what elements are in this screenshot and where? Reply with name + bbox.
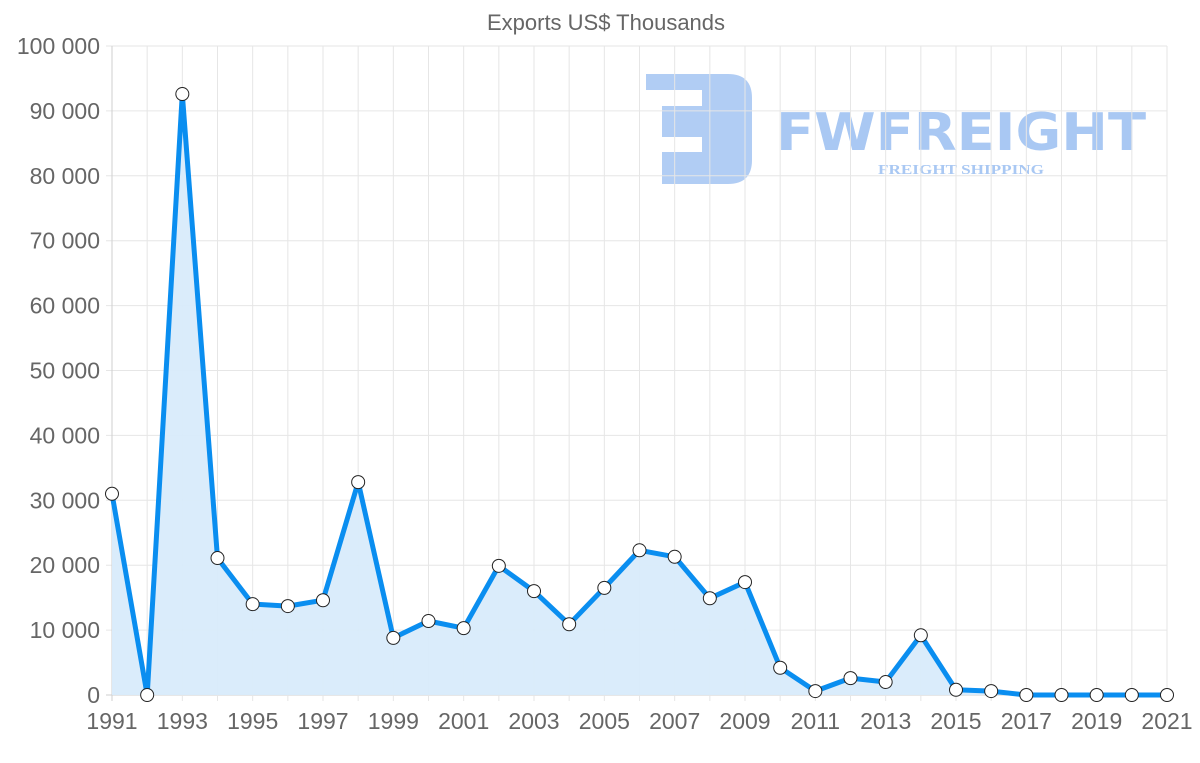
data-point-2001[interactable] [456, 621, 471, 636]
x-tick-label: 1999 [368, 708, 419, 734]
y-axis-labels: 0 10 000 20 000 30 000 40 000 50 000 60 000 70 … [17, 33, 100, 708]
data-point-1991[interactable] [105, 486, 119, 501]
data-point-1996[interactable] [280, 599, 295, 614]
data-point-2012[interactable] [843, 671, 858, 686]
fwfreight-watermark: FWFREIGHT FREIGHT SHIPPING [646, 74, 1147, 184]
data-points [105, 87, 1174, 702]
data-point-2011[interactable] [808, 684, 823, 699]
data-point-2010[interactable] [773, 660, 788, 675]
y-tick-label: 20 000 [30, 552, 100, 578]
data-point-2017[interactable] [1019, 688, 1034, 702]
data-point-2014[interactable] [913, 628, 928, 643]
watermark-brand: FWFREIGHT [776, 103, 1147, 163]
x-tick-label: 2005 [579, 708, 630, 734]
y-tick-label: 30 000 [30, 487, 100, 513]
y-tick-label: 90 000 [30, 98, 100, 124]
x-tick-label: 2015 [930, 708, 981, 734]
data-point-2019[interactable] [1089, 688, 1104, 702]
y-tick-label: 50 000 [30, 358, 100, 384]
data-point-1999[interactable] [386, 630, 401, 645]
y-tick-label: 10 000 [30, 617, 100, 643]
x-tick-label: 2019 [1071, 708, 1122, 734]
x-tick-label: 2009 [719, 708, 770, 734]
data-point-1993[interactable] [175, 87, 190, 102]
data-point-2009[interactable] [738, 575, 752, 590]
x-tick-label: 2001 [438, 708, 489, 734]
x-tick-label: 2017 [1001, 708, 1052, 734]
x-tick-label: 2011 [791, 708, 840, 734]
x-tick-label: 1997 [297, 708, 348, 734]
data-point-2016[interactable] [984, 684, 999, 699]
data-point-2013[interactable] [878, 675, 893, 690]
data-point-1994[interactable] [210, 551, 225, 566]
data-point-1998[interactable] [351, 475, 366, 490]
x-tick-label: 1993 [157, 708, 208, 734]
data-point-2008[interactable] [702, 591, 717, 606]
data-point-2015[interactable] [949, 682, 963, 697]
y-tick-label: 70 000 [30, 228, 100, 254]
data-point-2018[interactable] [1054, 688, 1069, 702]
data-point-2006[interactable] [632, 543, 647, 558]
x-tick-label: 2013 [860, 708, 911, 734]
y-tick-label: 100 000 [17, 33, 100, 59]
chart-title: Exports US$ Thousands [487, 10, 725, 35]
data-point-2003[interactable] [527, 584, 541, 599]
x-tick-label: 2003 [508, 708, 559, 734]
x-tick-label: 2021 [1141, 708, 1192, 734]
area-fill [112, 94, 1167, 695]
watermark-tagline: FREIGHT SHIPPING [878, 163, 1044, 178]
x-axis-labels: 1991 1993 1995 1997 1999 2001 2003 2005 2007 2009… [86, 708, 1192, 734]
y-tick-label: 60 000 [30, 293, 100, 319]
data-point-2007[interactable] [667, 549, 682, 564]
x-tick-label: 2007 [649, 708, 700, 734]
y-tick-label: 80 000 [30, 163, 100, 189]
x-tick-label: 1991 [86, 708, 137, 734]
data-point-1997[interactable] [316, 593, 330, 608]
data-point-2020[interactable] [1124, 688, 1139, 702]
y-tick-label: 40 000 [30, 422, 100, 448]
data-point-2000[interactable] [421, 614, 436, 629]
y-tick-label: 0 [87, 682, 100, 708]
data-point-2021[interactable] [1160, 688, 1174, 702]
x-tick-label: 1995 [227, 708, 278, 734]
data-point-1995[interactable] [245, 597, 260, 612]
data-point-2005[interactable] [597, 580, 612, 595]
data-point-1992[interactable] [140, 688, 155, 702]
data-point-2002[interactable] [491, 558, 506, 573]
fwfreight-logo-icon [646, 74, 752, 184]
data-point-2004[interactable] [562, 617, 577, 632]
